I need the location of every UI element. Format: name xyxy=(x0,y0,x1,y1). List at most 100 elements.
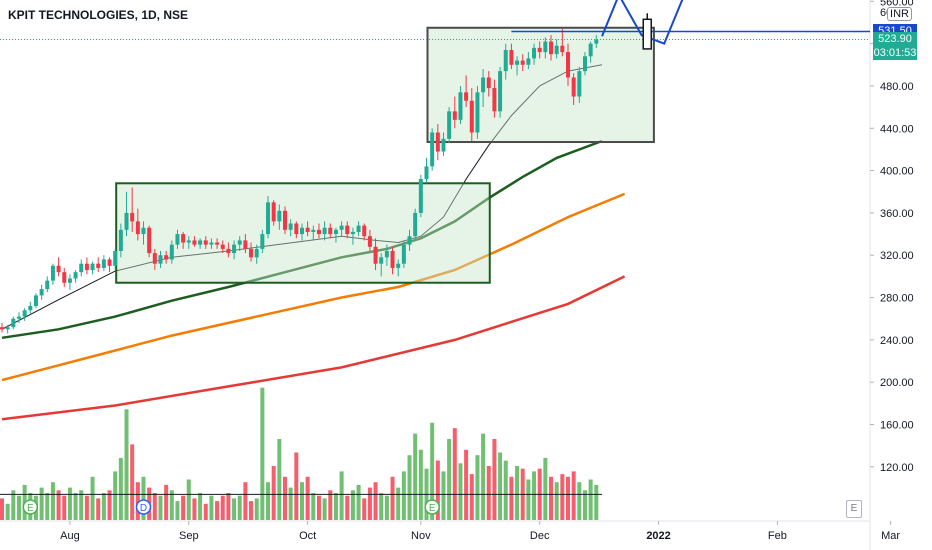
volume-bar xyxy=(226,493,231,520)
candle xyxy=(356,221,361,237)
volume-bar xyxy=(305,476,310,520)
volume-bar xyxy=(481,433,486,520)
candle-body xyxy=(560,45,565,53)
candle xyxy=(73,270,78,283)
volume-bar xyxy=(526,479,531,520)
candle xyxy=(452,96,457,129)
volume-bar xyxy=(299,482,304,520)
volume-bar xyxy=(486,466,491,520)
events-toggle-icon[interactable]: E xyxy=(846,500,862,518)
candle xyxy=(101,255,106,272)
projected-candle xyxy=(642,18,652,50)
candle xyxy=(582,52,587,76)
event-marker-badge xyxy=(424,499,440,515)
candle-body xyxy=(447,111,452,139)
volume-bar xyxy=(464,449,469,520)
candle xyxy=(515,56,520,76)
price-axis: 560.00520.00480.00440.00400.00360.00320.… xyxy=(870,0,914,474)
candle xyxy=(50,263,55,285)
candle xyxy=(232,240,237,260)
candle-body xyxy=(96,263,101,268)
volume-bar xyxy=(322,498,327,520)
candle xyxy=(0,322,4,333)
candle-body xyxy=(577,71,582,97)
volume-bar xyxy=(554,482,559,520)
candle-body xyxy=(107,259,112,266)
candle-body xyxy=(441,138,446,152)
volume-bar xyxy=(447,439,452,520)
time-tick-label: 2022 xyxy=(646,530,670,542)
candle xyxy=(526,52,531,70)
candle xyxy=(594,35,599,48)
candle-body xyxy=(62,272,67,283)
time-tick-label: Feb xyxy=(768,530,787,542)
range-box xyxy=(115,182,491,284)
volume-bar xyxy=(503,460,508,520)
candle xyxy=(198,238,203,249)
volume-bar xyxy=(181,495,186,520)
candle-body xyxy=(118,229,123,251)
candle xyxy=(84,257,89,275)
volume-bar xyxy=(379,493,384,520)
currency-label[interactable]: INR xyxy=(887,7,912,21)
candle xyxy=(277,204,282,230)
candle xyxy=(588,41,593,63)
candle-body xyxy=(328,227,333,235)
candle-body xyxy=(260,234,265,249)
candle xyxy=(475,85,480,139)
candle xyxy=(322,221,327,241)
time-axis: Aug Sep Oct Nov Dec 2022 Feb Mar xyxy=(60,521,900,542)
volume-bar xyxy=(84,495,89,520)
volume-bar xyxy=(515,466,520,520)
candle-body xyxy=(243,240,248,249)
candle xyxy=(260,229,265,254)
candle-body xyxy=(390,250,395,268)
volume-bar xyxy=(192,498,197,520)
volume-bar xyxy=(430,422,435,520)
candle-body xyxy=(141,227,146,235)
candle-body xyxy=(11,318,16,328)
volume-bar xyxy=(232,498,237,520)
volume-bar xyxy=(135,482,140,520)
candle xyxy=(11,316,16,330)
candle-body xyxy=(384,250,389,258)
volume-bar xyxy=(141,476,146,520)
candle-body xyxy=(39,289,44,296)
candle xyxy=(152,248,157,271)
candle-body xyxy=(198,240,203,245)
candle xyxy=(215,238,220,249)
candle-body xyxy=(0,327,4,330)
volume-bar xyxy=(390,476,395,520)
candle-body xyxy=(520,60,525,65)
candle xyxy=(458,85,463,125)
candle-body xyxy=(373,246,378,264)
candle xyxy=(532,43,537,65)
candle xyxy=(407,229,412,251)
chart-title: KPIT TECHNOLOGIES, 1D, NSE xyxy=(8,8,189,22)
candle xyxy=(373,238,378,271)
candle xyxy=(28,301,33,314)
price-tick-label: 320.00 xyxy=(880,250,914,262)
candle-layer xyxy=(0,28,599,334)
volume-bar xyxy=(124,409,129,520)
candle-body xyxy=(113,250,118,266)
price-tick-label: 160.00 xyxy=(880,420,914,432)
candle xyxy=(271,200,276,226)
candle-body xyxy=(101,259,106,268)
event-marker: E xyxy=(424,499,440,515)
volume-bar xyxy=(107,490,112,520)
candle-body xyxy=(430,132,435,167)
volume-bar xyxy=(350,490,355,520)
candle xyxy=(418,174,423,218)
volume-bar xyxy=(67,487,72,520)
candle xyxy=(96,257,101,273)
volume-bar xyxy=(333,493,338,520)
candle xyxy=(16,312,21,323)
volume-bar xyxy=(90,476,95,520)
candle-body xyxy=(367,236,372,247)
candle xyxy=(283,206,287,235)
volume-bar xyxy=(401,471,406,520)
volume-bar xyxy=(79,490,84,520)
